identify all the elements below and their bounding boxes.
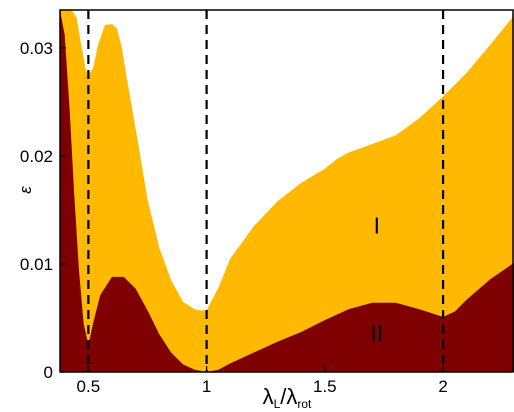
x-axis-label: λL/λrot xyxy=(263,384,312,411)
area-region-1 xyxy=(60,10,514,372)
y-tick-label: 0 xyxy=(44,363,53,382)
y-tick-label: 0.02 xyxy=(20,147,53,166)
plot-frame xyxy=(59,9,514,373)
x-tick-label: 1 xyxy=(202,377,211,396)
x-tick-label: 0.5 xyxy=(77,377,101,396)
x-axis-label-sub-l: L xyxy=(274,397,281,411)
plot-border xyxy=(59,9,514,373)
x-axis-label-slash-lambda: /λ xyxy=(280,384,297,409)
chart-areas xyxy=(60,10,514,372)
y-tick-label: 0.01 xyxy=(20,255,53,274)
vertical-dashed-lines xyxy=(87,10,445,372)
x-axis-label-sub-rot: rot xyxy=(297,397,312,411)
region-label: II xyxy=(370,321,383,347)
y-axis-ticks: 0 0.01 0.02 0.03 xyxy=(20,39,66,382)
y-tick-label: 0.03 xyxy=(20,39,53,58)
y-axis-label: ε xyxy=(16,186,35,194)
x-tick-label: 2 xyxy=(438,377,447,396)
x-tick-label: 1.5 xyxy=(313,377,337,396)
x-axis-ticks: 0.5 1 1.5 2 xyxy=(77,366,448,396)
region-labels: III xyxy=(370,213,383,347)
region-label: I xyxy=(374,213,380,239)
x-axis-label-lambda: λ xyxy=(263,384,274,409)
area-region-2 xyxy=(60,10,514,372)
